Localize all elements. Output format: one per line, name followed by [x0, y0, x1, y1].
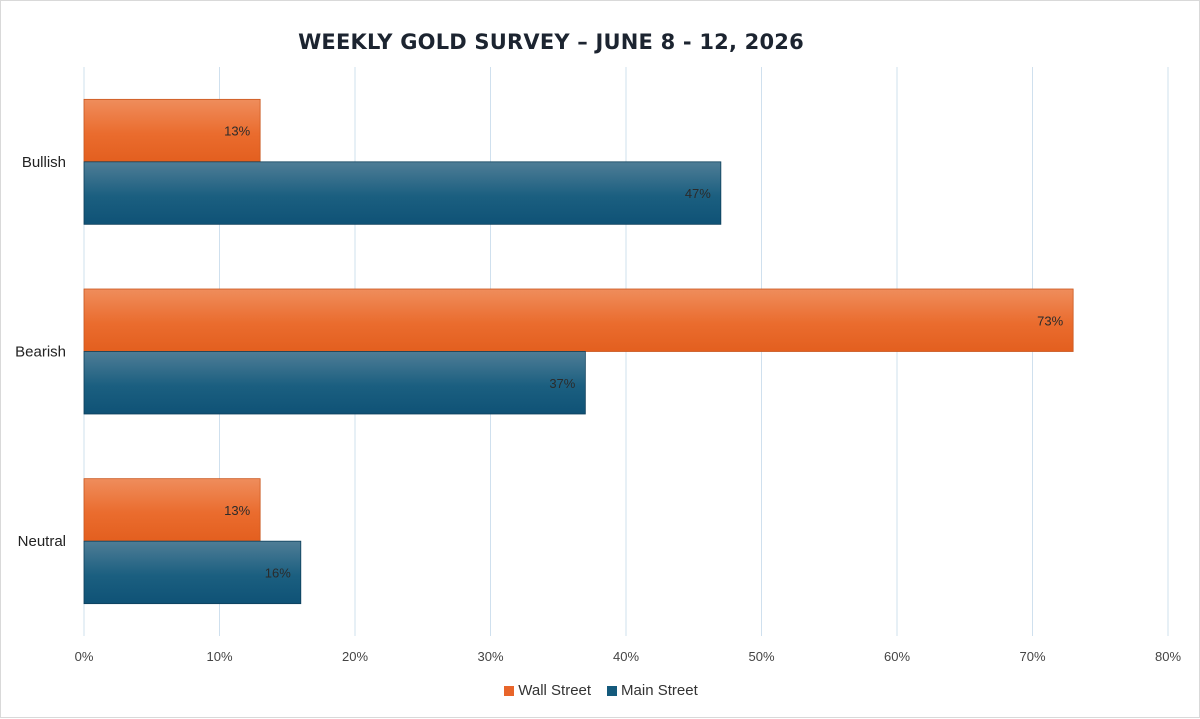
category-label-bearish: Bearish [15, 344, 66, 361]
legend-item-main-street: Main Street [607, 682, 698, 699]
category-label-neutral: Neutral [18, 533, 66, 550]
data-label-wall-street-neutral: 13% [224, 503, 250, 518]
bar-main-street-bearish [83, 351, 586, 415]
x-tick-label: 70% [1019, 649, 1045, 664]
bar-main-street-neutral [83, 540, 302, 605]
legend-swatch-main-street [607, 685, 618, 696]
x-tick-label: 10% [206, 649, 232, 664]
x-tick-label: 50% [748, 649, 774, 664]
bar-wall-street-bullish [83, 98, 261, 163]
data-label-wall-street-bearish: 73% [1037, 313, 1063, 328]
x-tick-label: 20% [342, 649, 368, 664]
legend-label-main-street: Main Street [621, 682, 698, 699]
data-labels: 13% 47% 73% 37% 13% 16% [224, 124, 1063, 581]
chart-title: WEEKLY GOLD SURVEY – JUNE 8 - 12, 2026 [298, 30, 804, 54]
data-label-main-street-neutral: 16% [265, 565, 291, 580]
x-tick-label: 40% [613, 649, 639, 664]
x-tick-label: 30% [477, 649, 503, 664]
category-label-bullish: Bullish [22, 154, 66, 171]
x-tick-label: 60% [884, 649, 910, 664]
data-label-main-street-bullish: 47% [685, 186, 711, 201]
bar-wall-street-neutral [83, 478, 261, 542]
data-label-main-street-bearish: 37% [549, 376, 575, 391]
legend-label-wall-street: Wall Street [518, 682, 592, 699]
legend-item-wall-street: Wall Street [504, 682, 591, 699]
bar-wall-street-bearish [83, 288, 1074, 352]
category-labels: Bullish Bearish Neutral [15, 154, 66, 550]
x-tick-label: 80% [1155, 649, 1181, 664]
x-tick-label: 0% [75, 649, 94, 664]
legend-swatch-wall-street [504, 685, 515, 696]
legend: Wall Street Main Street [1, 682, 1200, 699]
x-tick-labels: 0% 10% 20% 30% 40% 50% 60% 70% 80% [75, 649, 1182, 664]
bars [83, 98, 1074, 605]
bar-main-street-bullish [83, 161, 722, 225]
data-label-wall-street-bullish: 13% [224, 124, 250, 139]
